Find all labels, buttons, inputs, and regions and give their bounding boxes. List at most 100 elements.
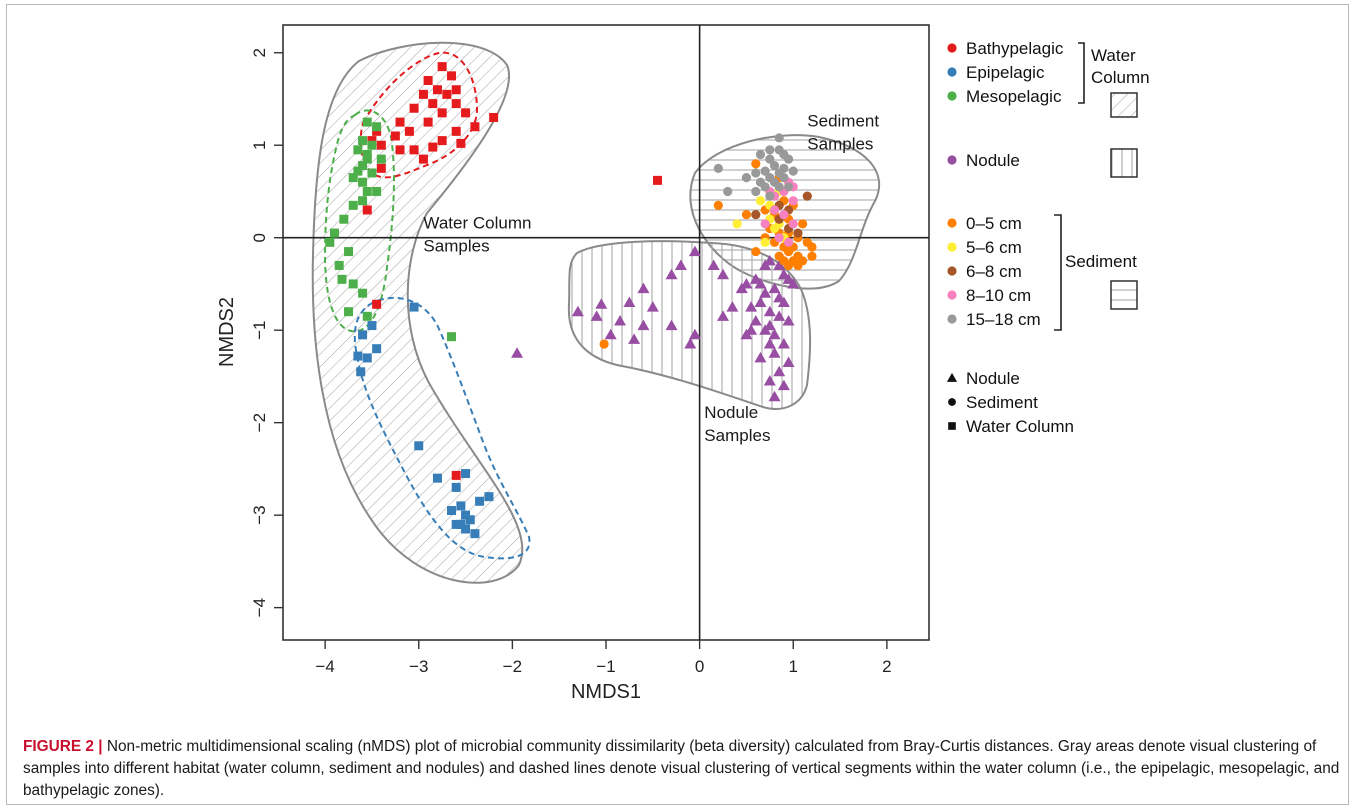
legend-color-dot	[947, 266, 957, 276]
bathypelagic-point	[437, 62, 447, 72]
nodule-point	[754, 296, 767, 307]
epipelagic-point	[372, 344, 382, 354]
nodule-point	[688, 328, 701, 340]
bathypelagic-point	[428, 142, 438, 152]
caption-text: Non-metric multidimensional scaling (nMD…	[23, 738, 1340, 799]
mesopelagic-point	[362, 149, 372, 159]
region-label: Sediment	[807, 112, 879, 131]
15-18-cm-point	[783, 154, 794, 164]
bathypelagic-point	[418, 154, 428, 164]
nodule-point	[590, 310, 603, 321]
water-column-group-label-line2: Column	[1091, 68, 1150, 87]
region-label: Nodule	[704, 403, 758, 422]
x-axis-ticks: −4 −3 −2 −1 0 1 2	[315, 640, 892, 676]
legend-color-dot	[947, 67, 957, 77]
y-tick-label: 1	[250, 140, 269, 149]
15-18-cm-point	[788, 166, 798, 176]
legend-shape-marker	[948, 398, 956, 406]
x-tick-label: −2	[503, 657, 522, 676]
mesopelagic-point	[372, 186, 382, 196]
sediment-bracket	[1054, 214, 1062, 331]
bathypelagic-point	[451, 126, 461, 136]
bathypelagic-point	[362, 205, 372, 215]
y-axis-ticks: −4 −3 −2 −1 0 1 2	[250, 48, 283, 617]
nodule-point	[768, 282, 781, 294]
legend-color-dot	[947, 242, 957, 252]
bathypelagic-point	[395, 145, 405, 155]
y-tick-label: −3	[250, 505, 269, 524]
bathypelagic-point	[442, 89, 452, 99]
nodule-point	[759, 287, 772, 298]
mesopelagic-point	[376, 154, 386, 164]
nodule-point	[787, 277, 800, 289]
5-6-cm-point	[732, 219, 742, 229]
legend-shape-label: Nodule	[966, 369, 1020, 388]
nodule-point	[614, 314, 627, 326]
legend-color-label: Nodule	[966, 151, 1020, 170]
mesopelagic-point	[325, 237, 335, 247]
nodule-point	[773, 291, 786, 303]
bathypelagic-point	[423, 75, 433, 85]
bathypelagic-point	[376, 163, 386, 173]
8-10-cm-point	[769, 205, 780, 215]
nodule-point	[773, 310, 786, 321]
mesopelagic-point	[362, 186, 372, 196]
5-6-cm-point	[769, 223, 780, 234]
sediment-group-label: Sediment	[1065, 252, 1137, 271]
0-5-cm-point	[783, 260, 794, 271]
epipelagic-point	[484, 492, 494, 502]
15-18-cm-point	[760, 182, 770, 192]
0-5-cm-point	[741, 209, 752, 220]
5-6-cm-point	[760, 237, 770, 247]
bathypelagic-point	[652, 175, 662, 185]
region-annotations: Water Column Samples Sediment Samples Nodule…	[423, 112, 879, 445]
nodule-point	[777, 338, 790, 349]
nodule-point	[684, 338, 697, 349]
y-tick-label: 2	[250, 48, 269, 57]
epipelagic-point	[461, 524, 471, 534]
nodule-point	[749, 314, 762, 326]
x-tick-label: −4	[315, 657, 334, 676]
nodule-point	[674, 259, 687, 270]
bathypelagic-point	[409, 103, 419, 113]
x-tick-label: −1	[596, 657, 615, 676]
nodule-pattern-swatch	[1110, 148, 1138, 178]
epipelagic-point	[362, 353, 372, 363]
0-5-cm-point	[807, 242, 817, 252]
x-tick-label: 1	[789, 657, 798, 676]
nmds-plot: −4 −3 −2 −1 0 1 2 −4 −3 −2 −1 0 1 2 NMDS1 NMDS2 Wate…	[216, 24, 1150, 703]
nodule-point	[637, 282, 650, 294]
bathypelagic-point	[404, 126, 414, 136]
bathypelagic-point	[432, 85, 442, 95]
nodule-point	[623, 296, 636, 307]
legend-color-dot	[947, 155, 957, 165]
8-10-cm-point	[774, 233, 784, 243]
15-18-cm-point	[765, 145, 775, 155]
figure-frame: −4 −3 −2 −1 0 1 2 −4 −3 −2 −1 0 1 2 NMDS1 NMDS2 Wate…	[6, 4, 1349, 805]
bathypelagic-point	[367, 136, 377, 146]
15-18-cm-point	[769, 160, 780, 171]
0-5-cm-point	[807, 251, 817, 261]
15-18-cm-point	[783, 182, 794, 192]
epipelagic-point	[451, 482, 461, 492]
epipelagic-zone-outline	[353, 296, 531, 560]
nodule-point	[628, 333, 641, 344]
nodule-point	[717, 268, 730, 280]
15-18-cm-point	[765, 191, 775, 201]
nodule-point	[768, 347, 781, 358]
bathypelagic-point	[428, 99, 438, 109]
bathypelagic-point	[409, 145, 419, 155]
6-8-cm-point	[793, 228, 803, 238]
nodule-point	[768, 390, 781, 402]
legend-color-label: 15–18 cm	[966, 310, 1041, 329]
mesopelagic-point	[358, 177, 368, 187]
epipelagic-point	[409, 302, 419, 312]
0-5-cm-point	[713, 200, 723, 210]
15-18-cm-point	[751, 168, 761, 178]
bathypelagic-point	[372, 299, 382, 309]
bathypelagic-point	[437, 136, 447, 146]
nodule-point	[754, 277, 767, 289]
bathypelagic-point	[470, 122, 480, 132]
legend-color-label: Bathypelagic	[966, 39, 1064, 58]
0-5-cm-point	[751, 159, 761, 169]
